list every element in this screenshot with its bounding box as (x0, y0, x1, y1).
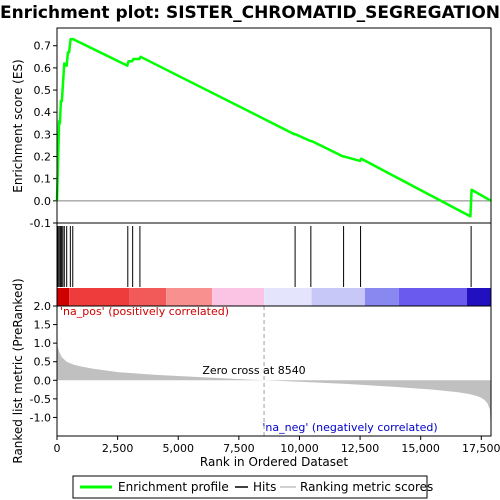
color-band (212, 288, 265, 306)
es-ytick-label: 0.0 (34, 195, 52, 208)
legend-label-ranking-metric: Ranking metric scores (300, 480, 433, 494)
metric-area (57, 343, 491, 431)
color-band (311, 288, 365, 306)
metric-layer: -1.0 -0.5 0.0 0.5 1.0 1.5 2.0 0 2,500 5,000 7,500 1… (30, 300, 500, 455)
es-ytick-label: 0.3 (34, 128, 52, 141)
legend-label-enrichment-profile: Enrichment profile (118, 480, 229, 494)
es-ytick-label: 0.5 (34, 84, 52, 97)
es-ylabel: Enrichment score (ES) (11, 59, 25, 192)
metric-ytick-label: -1.0 (30, 411, 51, 424)
chart-title: Enrichment plot: SISTER_CHROMATID_SEGREG… (0, 3, 500, 23)
color-band (69, 288, 130, 306)
metric-xtick-label: 15,000 (401, 442, 440, 455)
metric-annotation: 'na_pos' (positively correlated) (60, 305, 229, 318)
color-band (364, 288, 399, 306)
metric-ytick-label: 0.0 (34, 374, 52, 387)
color-band (129, 288, 167, 306)
metric-ytick-label: 0.5 (34, 356, 52, 369)
legend-label-hits: Hits (253, 480, 276, 494)
es-line-enrichment-profile (55, 37, 492, 218)
legend: Enrichment profile Hits Ranking metric s… (72, 475, 433, 499)
legend-box (72, 475, 428, 499)
es-ytick-label: 0.4 (34, 106, 52, 119)
es-layer: -0.1 0.0 0.1 0.2 0.3 0.4 0.5 0.6 0.7 (30, 37, 492, 230)
metric-ytick-label: 2.0 (34, 300, 52, 313)
es-ytick-label: 0.6 (34, 62, 52, 75)
metric-ylabel: Ranked list metric (PreRanked) (11, 278, 25, 463)
es-ytick-label: -0.1 (30, 217, 51, 230)
metric-xtick-label: 17,500 (462, 442, 500, 455)
color-band (466, 288, 491, 306)
metric-plot-frame (56, 305, 492, 437)
metric-xtick-label: 7,500 (223, 442, 255, 455)
metric-annotation: 'na_neg' (negatively correlated) (262, 421, 437, 434)
metric-ytick-label: 1.0 (34, 337, 52, 350)
metric-xlabel: Rank in Ordered Dataset (200, 455, 348, 469)
color-band (166, 288, 213, 306)
color-band (57, 288, 70, 306)
metric-xtick-label: 0 (54, 442, 61, 455)
metric-plot-background (57, 306, 491, 436)
es-ytick-label: 0.2 (34, 151, 52, 164)
hits-layer (57, 226, 491, 306)
metric-ytick-label: 1.5 (34, 319, 52, 332)
es-ytick-label: 0.7 (34, 40, 52, 53)
metric-xtick-label: 12,500 (341, 442, 380, 455)
metric-xtick-label: 2,500 (102, 442, 134, 455)
metric-annotation: Zero cross at 8540 (202, 364, 305, 377)
metric-ytick-label: -0.5 (30, 393, 51, 406)
color-band (398, 288, 467, 306)
es-ytick-label: 0.1 (34, 173, 52, 186)
color-band (264, 288, 312, 306)
metric-xtick-label: 5,000 (162, 442, 194, 455)
metric-xtick-label: 10,000 (280, 442, 319, 455)
